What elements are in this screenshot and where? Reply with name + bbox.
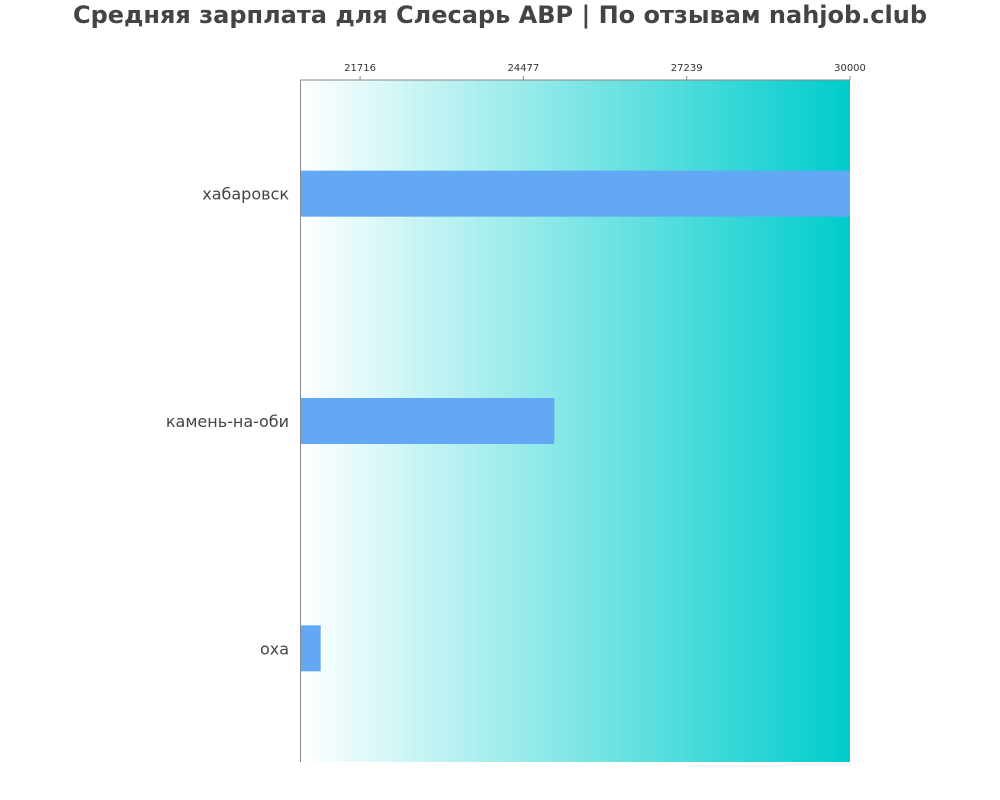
axes-layer: хабаровск камень-на-оби оха 21716 24477 27239… [166,63,866,762]
category-label-1: хабаровск [202,185,289,204]
category-label-3: оха [260,639,289,658]
x-tick-label-3: 27239 [671,63,703,74]
bar-3 [300,625,321,672]
x-tick-label-4: 30000 [834,63,866,74]
bars-layer [300,170,850,672]
category-label-2: камень-на-оби [166,412,289,431]
bar-1 [300,170,850,217]
x-tick-label-2: 24477 [507,63,539,74]
chart-title: Средняя зарплата для Слесарь АВР | По от… [72,1,928,29]
x-tick-label-1: 21716 [344,63,376,74]
bar-2 [300,398,555,444]
